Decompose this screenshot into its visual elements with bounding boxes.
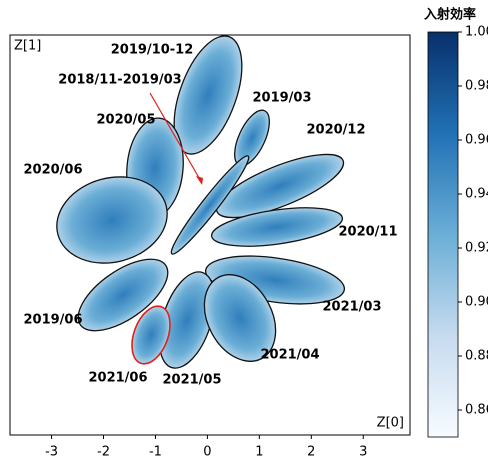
cluster <box>215 153 345 219</box>
colorbar-tick-label: 0.98 <box>465 79 488 94</box>
cluster <box>210 207 344 247</box>
cluster-label: 2020/05 <box>96 113 155 128</box>
x-tick-label: -1 <box>149 445 162 458</box>
cluster <box>170 155 250 255</box>
x-tick-label: -3 <box>45 445 58 458</box>
plot-frame <box>9 34 411 436</box>
y-axis-label: Z[1] <box>14 39 41 54</box>
colorbar-title: 入射効率 <box>424 7 476 23</box>
x-tick-label: 2 <box>307 445 315 458</box>
cluster-label: 2021/05 <box>162 373 221 388</box>
colorbar-tick-label: 0.92 <box>465 241 488 256</box>
cluster-label: 2020/06 <box>23 163 82 178</box>
cluster-label: 2019/03 <box>252 91 311 106</box>
cluster-label: 2020/11 <box>338 225 397 240</box>
colorbar-tick-label: 0.96 <box>465 133 488 148</box>
x-tick-label: -2 <box>97 445 110 458</box>
cluster <box>234 109 270 167</box>
arrow <box>149 92 203 184</box>
cluster <box>77 258 169 332</box>
cluster-label: 2021/04 <box>260 348 319 363</box>
arrow-head <box>196 176 203 185</box>
x-tick-label: 1 <box>255 445 263 458</box>
highlight-cluster <box>131 305 171 365</box>
x-tick-label: 3 <box>359 445 367 458</box>
cluster <box>203 274 277 362</box>
cluster-label: 2018/11-2019/03 <box>58 73 181 88</box>
colorbar-tick-label: 0.94 <box>465 187 488 202</box>
cluster-label: 2019/06 <box>23 313 82 328</box>
x-tick-label: 0 <box>203 445 211 458</box>
x-axis-label: Z[0] <box>377 416 404 431</box>
colorbar <box>427 31 459 438</box>
cluster <box>173 35 243 155</box>
cluster-label: 2020/12 <box>306 123 365 138</box>
colorbar-tick-label: 1.00 <box>465 25 488 40</box>
cluster <box>56 176 168 264</box>
cluster-label: 2021/06 <box>88 371 147 386</box>
colorbar-tick-label: 0.86 <box>465 403 488 418</box>
colorbar-tick-label: 0.90 <box>465 295 488 310</box>
colorbar-tick-label: 0.88 <box>465 349 488 364</box>
cluster-label: 2021/03 <box>322 300 381 315</box>
cluster-label: 2019/10-12 <box>111 43 194 58</box>
clusters <box>56 35 346 369</box>
